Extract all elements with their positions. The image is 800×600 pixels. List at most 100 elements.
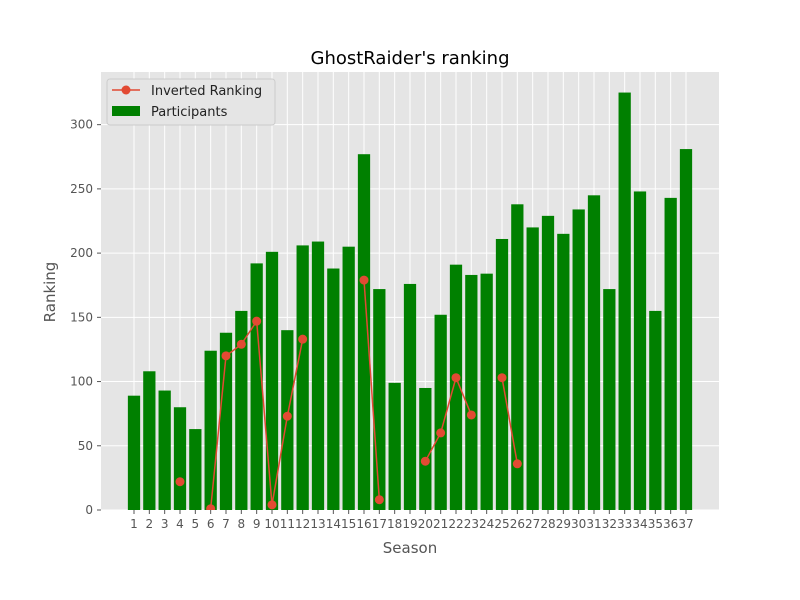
x-tick-label: 33 [617,517,632,531]
participants-bar [204,350,217,510]
x-tick-label: 9 [253,517,261,531]
x-axis-label: Season [383,539,437,557]
participants-bar [219,332,233,510]
x-tick-label: 35 [648,517,663,531]
participants-bar [235,310,248,510]
legend-marker-swatch [121,85,131,95]
x-tick-label: 6 [207,517,215,531]
x-tick-label: 28 [540,517,555,531]
x-tick-label: 5 [192,517,200,531]
participants-bar [388,382,401,510]
legend-label-inverted-ranking: Inverted Ranking [151,84,262,99]
x-tick-label: 17 [372,517,387,531]
x-tick-label: 22 [448,517,463,531]
x-tick-label: 10 [264,517,279,531]
x-tick-label: 8 [238,517,246,531]
inverted-ranking-point [374,495,384,505]
participants-bar [419,387,432,510]
y-tick-label: 300 [70,118,93,132]
x-tick-label: 32 [602,517,617,531]
participants-bar [603,289,616,510]
legend: Inverted Ranking Participants [106,78,276,126]
y-tick-label: 200 [70,246,93,260]
x-tick-label: 18 [387,517,402,531]
participants-bar [143,371,156,510]
inverted-ranking-point [451,373,461,383]
inverted-ranking-point [420,456,430,466]
participants-bar [679,149,693,510]
participants-bar [587,195,601,510]
x-tick-label: 30 [571,517,586,531]
x-tick-label: 16 [356,517,371,531]
participants-bar [311,241,325,510]
inverted-ranking-segment [363,280,381,500]
inverted-ranking-point [436,428,446,438]
participants-bar [480,273,493,510]
inverted-ranking-point [466,410,476,420]
participants-bar [541,215,555,510]
inverted-ranking-point [221,351,231,361]
participants-bar [572,209,585,510]
participants-bar [511,204,524,510]
x-tick-label: 29 [556,517,571,531]
x-tick-label: 21 [433,517,448,531]
inverted-ranking-point [512,459,522,469]
participants-bar [189,429,202,510]
inverted-ranking-point [359,275,369,285]
inverted-ranking-point [175,477,185,487]
participants-bar [373,289,386,510]
inverted-ranking-point [267,500,277,510]
x-tick-label: 31 [586,517,601,531]
x-tick-label: 19 [402,517,417,531]
x-tick-label: 11 [280,517,295,531]
participants-bar [664,197,677,510]
legend-box [106,78,276,126]
participants-bar [649,310,662,510]
x-tick-label: 25 [494,517,509,531]
legend-bar-swatch [112,106,140,116]
participants-bar [327,268,340,510]
x-tick-label: 14 [326,517,341,531]
x-tick-label: 26 [510,517,525,531]
participants-bar [127,395,141,510]
inverted-ranking-point [252,316,262,326]
x-tick-label: 27 [525,517,540,531]
x-tick-label: 1 [130,517,138,531]
participants-bar [342,246,355,510]
x-tick-label: 20 [418,517,433,531]
x-tick-label: 3 [161,517,169,531]
x-tick-label: 2 [146,517,154,531]
y-tick-label: 150 [70,310,93,324]
inverted-ranking-point [206,504,216,510]
x-tick-label: 13 [310,517,325,531]
y-axis-label: Ranking [41,262,59,323]
y-tick-label: 100 [70,375,93,389]
inverted-ranking-point [298,334,308,344]
participants-bar [250,263,263,510]
participants-bar [465,274,478,510]
inverted-ranking-point [282,411,292,421]
x-tick-label: 15 [341,517,356,531]
x-tick-label: 37 [678,517,693,531]
participants-bar [557,233,570,510]
y-tick-label: 0 [85,503,93,517]
participants-bar [403,283,417,510]
legend-label-participants: Participants [151,105,228,120]
inverted-ranking-segment [424,375,473,462]
inverted-ranking-point [497,373,507,383]
inverted-ranking-segment [501,377,519,464]
x-tick-label: 34 [632,517,647,531]
participants-bar [449,264,463,510]
participants-bar [633,191,647,511]
participants-bar [434,314,447,510]
participants-bar [296,245,309,510]
participants-bars [127,92,693,511]
x-tick-label: 12 [295,517,310,531]
inverted-ranking-point [236,339,246,349]
y-tick-label: 250 [70,182,93,196]
participants-bar [265,251,279,511]
chart-title: GhostRaider's ranking [311,48,510,69]
x-tick-label: 23 [464,517,479,531]
